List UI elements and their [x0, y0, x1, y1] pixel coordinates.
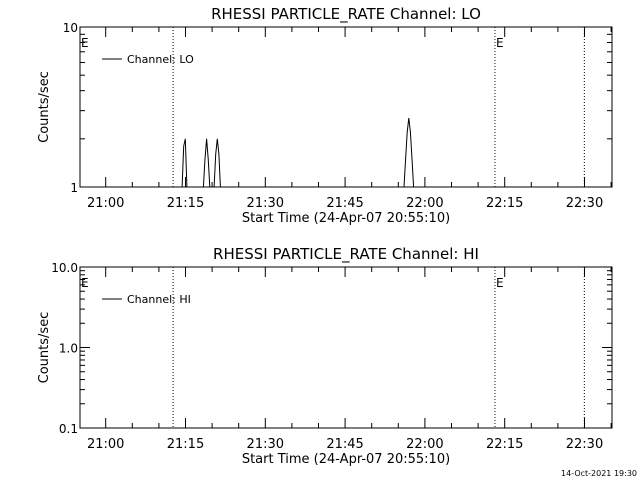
- x-tick-label: 21:15: [167, 437, 204, 452]
- chart-title: RHESSI PARTICLE_RATE Channel: HI: [213, 245, 479, 264]
- lo-channel-panel: RHESSI PARTICLE_RATE Channel: LO 1 10 21:00…: [37, 5, 613, 226]
- event-marker-label: E: [496, 276, 504, 290]
- series-line: [80, 117, 612, 188]
- y-tick-label: 10: [63, 21, 78, 35]
- y-tick-label: 1: [70, 181, 78, 195]
- x-axis-label: Start Time (24-Apr-07 20:55:10): [242, 211, 450, 226]
- y-tick-label: 10.0: [51, 261, 78, 275]
- left-marker-label: E: [81, 36, 89, 50]
- x-tick-label: 22:30: [566, 437, 603, 452]
- hi-channel-panel: RHESSI PARTICLE_RATE Channel: HI 0.1 1.0 10…: [37, 245, 613, 467]
- x-tick-label: 21:45: [326, 196, 363, 211]
- x-axis-label: Start Time (24-Apr-07 20:55:10): [242, 452, 450, 467]
- x-tick-label: 22:30: [566, 196, 603, 211]
- x-tick-label: 22:15: [486, 196, 523, 211]
- chart-title: RHESSI PARTICLE_RATE Channel: LO: [211, 5, 481, 24]
- legend-label: Channel: LO: [127, 53, 194, 66]
- x-tick-label: 22:15: [486, 437, 523, 452]
- x-tick-label: 21:00: [87, 437, 124, 452]
- footer-timestamp: 14-Oct-2021 19:30: [561, 469, 637, 478]
- event-marker-label: E: [496, 36, 504, 50]
- y-axis-label: Counts/sec: [37, 71, 52, 143]
- plot-frame: [79, 26, 613, 188]
- x-tick-label: 21:30: [247, 437, 284, 452]
- left-marker-label: E: [81, 276, 89, 290]
- legend-label: Channel: HI: [127, 293, 191, 306]
- y-axis-label: Counts/sec: [37, 312, 52, 384]
- x-tick-label: 22:00: [406, 437, 443, 452]
- x-tick-label: 21:30: [247, 196, 284, 211]
- y-tick-label: 1.0: [59, 342, 78, 356]
- x-tick-label: 21:45: [326, 437, 363, 452]
- x-tick-label: 21:00: [87, 196, 124, 211]
- x-tick-label: 21:15: [167, 196, 204, 211]
- y-tick-label: 0.1: [59, 422, 78, 436]
- x-tick-label: 22:00: [406, 196, 443, 211]
- plot-frame: [79, 266, 613, 429]
